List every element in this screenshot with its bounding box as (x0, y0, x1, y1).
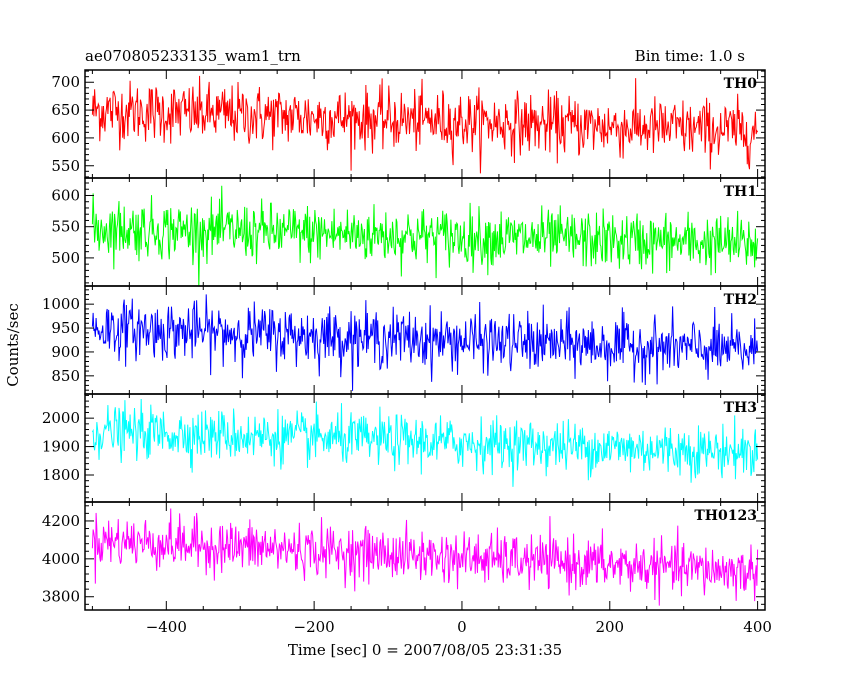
series-line-th0123 (91, 508, 759, 606)
y-tick-label: 1800 (42, 466, 80, 484)
series-line-th1 (91, 185, 759, 286)
y-tick-label: 850 (51, 367, 80, 385)
series-line-th0 (91, 75, 759, 174)
x-tick-label: 200 (595, 618, 624, 636)
panel-th2: 850 900 950 1000 TH2 (42, 285, 766, 395)
y-tick-label: 650 (51, 101, 80, 119)
bin-time-label: Bin time: 1.0 s (635, 47, 745, 65)
y-tick-label: 3800 (42, 588, 80, 606)
chart-title: ae070805233135_wam1_trn (85, 47, 301, 65)
panels: 550 600 650 700 TH0 500 550 600 TH1 850 900 950 1000… (42, 69, 766, 611)
y-tick-label: 950 (51, 319, 80, 337)
x-tick-label: −400 (146, 618, 187, 636)
x-axis: −400 −200 0 200 400 (146, 618, 772, 636)
panel-th0123: 3800 4000 4200 TH0123 (42, 501, 766, 611)
y-tick-label: 4200 (42, 512, 80, 530)
y-tick-label: 4000 (42, 550, 80, 568)
panel-label: TH0 (724, 76, 758, 92)
panel-label: TH3 (724, 400, 757, 416)
series-line-th2 (91, 294, 759, 391)
y-tick-label: 550 (51, 157, 80, 175)
panel-frame (84, 501, 766, 611)
x-axis-title: Time [sec] 0 = 2007/08/05 23:31:35 (288, 641, 562, 659)
panel-th1: 500 550 600 TH1 (51, 177, 766, 287)
x-tick-label: −200 (294, 618, 335, 636)
panel-th0: 550 600 650 700 TH0 (51, 69, 766, 179)
panel-label: TH0123 (694, 508, 757, 524)
y-tick-label: 600 (51, 186, 80, 204)
y-tick-label: 1000 (42, 295, 80, 313)
y-axis-title: Counts/sec (4, 303, 22, 387)
x-tick-label: 400 (743, 618, 772, 636)
x-tick-label: 0 (457, 618, 467, 636)
panel-label: TH1 (724, 184, 757, 200)
y-tick-label: 900 (51, 343, 80, 361)
panel-th3: 1800 1900 2000 TH3 (42, 393, 766, 503)
series-line-th3 (91, 399, 759, 487)
y-tick-label: 600 (51, 129, 80, 147)
y-tick-label: 2000 (42, 409, 80, 427)
y-tick-label: 700 (51, 73, 80, 91)
panel-label: TH2 (724, 292, 757, 308)
y-tick-label: 500 (51, 249, 80, 267)
y-tick-label: 550 (51, 218, 80, 236)
y-tick-label: 1900 (42, 438, 80, 456)
